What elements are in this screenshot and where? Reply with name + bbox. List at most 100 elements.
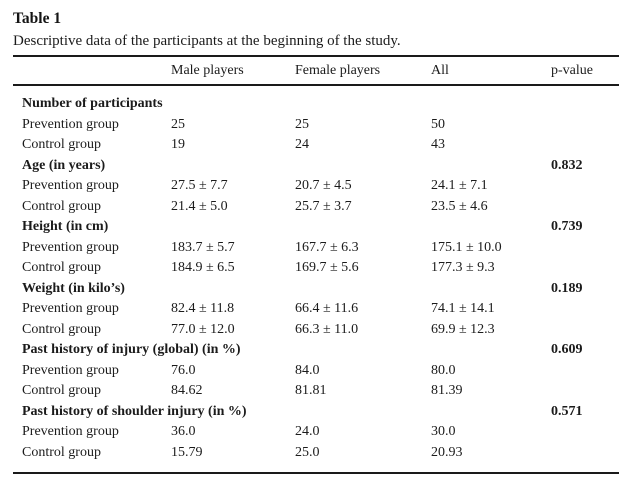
section-p-value: [551, 85, 619, 115]
table-row: Control group 84.62 81.81 81.39: [13, 381, 619, 402]
cell-all: 43: [431, 137, 445, 152]
section-header-row: Past history of shoulder injury (in %) 0.…: [13, 402, 619, 423]
section-header-row: Number of participants: [13, 85, 619, 115]
section-p-value: 0.739: [551, 219, 583, 234]
column-header-female-players: Female players: [295, 55, 431, 86]
cell-male-players: 77.0 ± 12.0: [171, 321, 235, 337]
row-label: Control group: [22, 137, 101, 152]
cell-p-value: [551, 238, 619, 259]
paper-page: Table 1 Descriptive data of the particip…: [13, 10, 619, 474]
cell-p-value: [551, 422, 619, 443]
section-p-value: 0.571: [551, 403, 583, 419]
section-header-row: Weight (in kilo’s) 0.189: [13, 279, 619, 300]
cell-all: 175.1 ± 10.0: [431, 239, 502, 255]
section-p-value: 0.832: [551, 157, 583, 173]
table-row: Prevention group 82.4 ± 11.8 66.4 ± 11.6 74…: [13, 299, 619, 320]
table-header: Male players Female players All p-value: [13, 55, 619, 86]
cell-female-players: 66.4 ± 11.6: [295, 301, 359, 316]
section-header-label: Past history of shoulder injury (in %): [22, 403, 247, 419]
cell-male-players: 183.7 ± 5.7: [171, 239, 235, 255]
section-header-label: Past history of injury (global) (in %): [22, 342, 241, 357]
descriptive-data-table: Male players Female players All p-value …: [13, 55, 619, 474]
column-header-p-value: p-value: [551, 55, 619, 86]
table-body: Number of participants Prevention group 25…: [13, 85, 619, 473]
section-p-value: 0.189: [551, 280, 583, 296]
cell-male-players: 84.62: [171, 383, 203, 398]
row-label: Prevention group: [22, 424, 119, 439]
cell-female-players: 25.0: [295, 444, 320, 460]
cell-p-value: [551, 361, 619, 382]
table-row: Prevention group 76.0 84.0 80.0: [13, 361, 619, 382]
table-row: Prevention group 183.7 ± 5.7 167.7 ± 6.3 17…: [13, 238, 619, 259]
row-label: Prevention group: [22, 301, 119, 316]
cell-male-players: 25: [171, 116, 185, 132]
row-label: Control group: [22, 260, 101, 275]
table-row: Prevention group 36.0 24.0 30.0: [13, 422, 619, 443]
cell-female-players: 25.7 ± 3.7: [295, 198, 352, 214]
cell-all: 30.0: [431, 424, 456, 439]
cell-male-players: 15.79: [171, 444, 203, 460]
section-header-label: Weight (in kilo’s): [22, 280, 125, 296]
cell-p-value: [551, 443, 619, 474]
row-label: Prevention group: [22, 362, 119, 378]
cell-p-value: [551, 381, 619, 402]
section-header-row: Height (in cm) 0.739: [13, 217, 619, 238]
cell-all: 177.3 ± 9.3: [431, 260, 495, 275]
section-header-label: Height (in cm): [22, 219, 109, 234]
cell-all: 69.9 ± 12.3: [431, 321, 495, 337]
column-header-empty: [13, 55, 171, 86]
section-header-row: Past history of injury (global) (in %) 0.…: [13, 340, 619, 361]
table-row: Control group 15.79 25.0 20.93: [13, 443, 619, 474]
cell-p-value: [551, 320, 619, 341]
cell-female-players: 24.0: [295, 424, 320, 439]
cell-p-value: [551, 135, 619, 156]
cell-p-value: [551, 115, 619, 136]
cell-male-players: 76.0: [171, 362, 196, 378]
cell-all: 23.5 ± 4.6: [431, 198, 488, 214]
cell-p-value: [551, 258, 619, 279]
table-row: Control group 184.9 ± 6.5 169.7 ± 5.6 177.3…: [13, 258, 619, 279]
section-p-value: 0.609: [551, 342, 583, 357]
cell-male-players: 19: [171, 137, 185, 152]
row-label: Prevention group: [22, 116, 119, 132]
section-header-label: Number of participants: [22, 96, 163, 111]
cell-female-players: 84.0: [295, 362, 320, 378]
table-row: Prevention group 27.5 ± 7.7 20.7 ± 4.5 24.1…: [13, 176, 619, 197]
cell-male-players: 36.0: [171, 424, 196, 439]
cell-p-value: [551, 299, 619, 320]
table-row: Control group 19 24 43: [13, 135, 619, 156]
table-row: Control group 21.4 ± 5.0 25.7 ± 3.7 23.5 ± …: [13, 197, 619, 218]
row-label: Control group: [22, 198, 101, 214]
cell-all: 81.39: [431, 383, 463, 398]
cell-male-players: 184.9 ± 6.5: [171, 260, 235, 275]
section-header-row: Age (in years) 0.832: [13, 156, 619, 177]
cell-female-players: 20.7 ± 4.5: [295, 178, 352, 193]
cell-male-players: 21.4 ± 5.0: [171, 198, 228, 214]
row-label: Control group: [22, 383, 101, 398]
row-label: Prevention group: [22, 178, 119, 193]
cell-male-players: 82.4 ± 11.8: [171, 301, 235, 316]
cell-female-players: 66.3 ± 11.0: [295, 321, 359, 337]
cell-male-players: 27.5 ± 7.7: [171, 178, 228, 193]
cell-female-players: 81.81: [295, 383, 327, 398]
row-label: Control group: [22, 444, 101, 460]
table-row: Control group 77.0 ± 12.0 66.3 ± 11.0 69.9 …: [13, 320, 619, 341]
table-label: Table 1: [13, 10, 62, 27]
cell-all: 50: [431, 116, 445, 132]
cell-female-players: 169.7 ± 5.6: [295, 260, 359, 275]
cell-female-players: 167.7 ± 6.3: [295, 239, 359, 255]
cell-all: 24.1 ± 7.1: [431, 178, 488, 193]
column-header-row: Male players Female players All p-value: [13, 55, 619, 86]
cell-all: 74.1 ± 14.1: [431, 301, 495, 316]
cell-all: 20.93: [431, 444, 463, 460]
cell-female-players: 24: [295, 137, 309, 152]
cell-p-value: [551, 197, 619, 218]
row-label: Prevention group: [22, 239, 119, 255]
cell-all: 80.0: [431, 362, 456, 378]
row-label: Control group: [22, 321, 101, 337]
section-header-label: Age (in years): [22, 157, 106, 173]
cell-female-players: 25: [295, 116, 309, 132]
column-header-male-players: Male players: [171, 55, 295, 86]
column-header-all: All: [431, 55, 551, 86]
cell-p-value: [551, 176, 619, 197]
